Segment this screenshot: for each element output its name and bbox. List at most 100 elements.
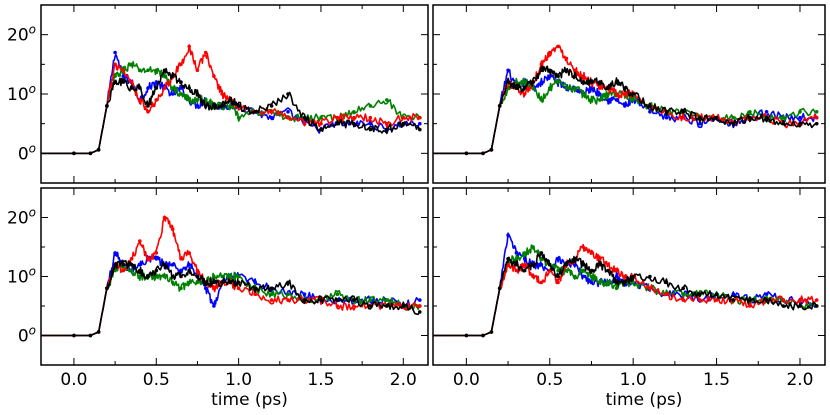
series-red-point (212, 74, 216, 78)
series-black-point (228, 280, 233, 285)
series-black-point (72, 333, 76, 338)
series-green-line (41, 260, 421, 337)
series-black-point (105, 104, 109, 108)
series-red-point (269, 110, 274, 114)
series-red-point (154, 98, 159, 102)
series-blue-point (212, 304, 216, 308)
series-black-point (814, 121, 819, 126)
y-tick-label: 20o (7, 206, 36, 229)
series-red-point (698, 298, 702, 302)
series-red-point (564, 56, 569, 61)
series-black-point (589, 80, 594, 84)
series-black-point (514, 262, 519, 267)
series-black-point (573, 74, 577, 78)
series-blue-point (286, 110, 290, 114)
series-green-point (531, 86, 535, 90)
series-green-point (195, 280, 200, 285)
series-green-point (814, 110, 819, 114)
series-black-point (798, 304, 802, 308)
series-black-point (489, 330, 494, 334)
series-black-point (648, 104, 652, 108)
series-red-point (121, 68, 126, 73)
series-red-point (179, 257, 183, 261)
series-black-point (497, 286, 502, 291)
series-red-point (138, 239, 142, 243)
series-black-point (606, 86, 610, 90)
series-blue-point (179, 268, 183, 273)
series-red-point (514, 268, 519, 273)
series-red-point (548, 50, 552, 55)
series-black-point (714, 115, 719, 120)
series-black-point (614, 280, 619, 285)
x-tick-label: 0.0 (60, 370, 87, 390)
series-blue-point (170, 262, 175, 267)
series-red-point (598, 86, 602, 90)
series-black-point (352, 298, 356, 302)
series-black-point (589, 268, 594, 273)
series-black-point (385, 304, 389, 308)
series-black-point (88, 333, 93, 338)
series-black-point (506, 80, 510, 84)
series-red-point (187, 44, 191, 49)
series-blue-point (698, 121, 702, 126)
series-black-point (548, 68, 552, 73)
series-red-point (335, 304, 340, 308)
series-green-point (573, 274, 577, 279)
series-black-point (146, 274, 150, 279)
series-black-point (698, 115, 702, 120)
series-red-point (781, 298, 786, 302)
series-red-point (798, 298, 802, 302)
series-green-point (581, 92, 585, 96)
series-black-point (187, 268, 191, 273)
series-black-point (154, 268, 159, 273)
series-black-point (623, 86, 627, 90)
series-black-point (228, 98, 233, 102)
series-black-point (539, 68, 544, 73)
series-black-point (187, 86, 191, 90)
series-blue-point (368, 121, 373, 126)
x-tick-label: 1.5 (307, 370, 334, 390)
series-blue-line (41, 251, 420, 337)
series-black-point (681, 286, 685, 291)
series-blue-point (764, 292, 769, 297)
series-black-point (781, 304, 786, 308)
series-black-point (506, 257, 510, 261)
series-black-point (236, 280, 241, 285)
series-blue-point (548, 74, 552, 78)
series-green-point (286, 292, 290, 297)
series-green-point (187, 280, 191, 285)
series-black-point (748, 298, 752, 302)
series-black-point (220, 104, 224, 108)
series-red-point (154, 251, 159, 255)
x-tick-label: 2.0 (786, 370, 813, 390)
y-tick-label: 0o (18, 324, 36, 347)
series-black-point (522, 86, 527, 90)
series-green-point (589, 98, 594, 102)
series-red-point (129, 257, 134, 261)
series-green-point (522, 80, 527, 84)
series-green-point (129, 268, 134, 273)
series-black-point (664, 110, 669, 114)
series-black-point (154, 86, 159, 90)
series-green-point (236, 274, 241, 279)
series-blue-point (614, 98, 619, 102)
series-red-point (589, 251, 594, 255)
series-green-point (170, 280, 175, 285)
series-black-point (714, 292, 719, 297)
series-red-point (352, 115, 356, 120)
y-tick-label: 10o (7, 265, 36, 288)
series-red-point (539, 280, 544, 285)
series-black-point (162, 68, 167, 73)
series-green-point (212, 274, 216, 279)
series-blue-point (138, 262, 142, 267)
series-red-point (606, 262, 610, 267)
series-black-point (564, 68, 569, 73)
series-black-point (556, 74, 560, 78)
series-green-point (564, 86, 569, 90)
series-blue-point (203, 286, 208, 291)
series-red-point (269, 298, 274, 302)
series-blue-point (121, 74, 126, 78)
series-red-point (335, 115, 340, 120)
series-red-point (220, 92, 224, 96)
series-green-line (433, 244, 818, 337)
